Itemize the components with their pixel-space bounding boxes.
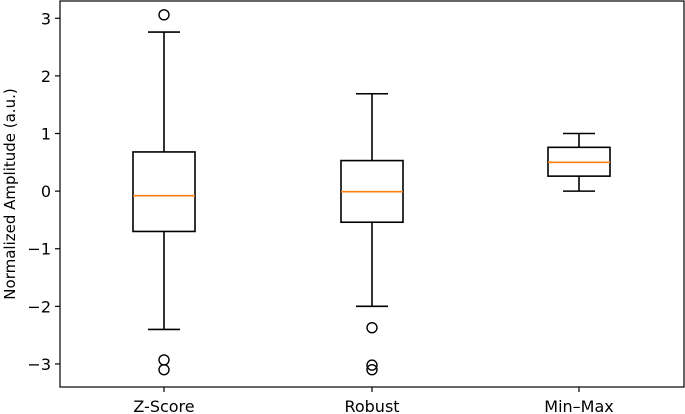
y-tick-label: 2 [41,67,51,86]
outlier-point [158,9,170,21]
iqr-box [132,151,196,233]
box-z-score [132,9,196,376]
y-tick-label: −3 [27,355,51,374]
outlier-point [158,364,170,376]
box-min-max [547,132,611,192]
x-tick-label: Z-Score [133,397,194,414]
boxes-group [132,9,611,376]
x-tick-label: Robust [344,397,399,414]
y-axis: 3 2 1 0 −1 −2 −3 [27,9,60,374]
x-tick-label: Min–Max [544,397,613,414]
box-robust [340,92,404,376]
outlier-point [366,364,378,376]
y-tick-label: 3 [41,9,51,28]
y-tick-label: −2 [27,297,51,316]
outlier-point [366,321,378,334]
y-tick-label: 1 [41,125,51,144]
x-axis: Z-Score Robust Min–Max [133,387,614,414]
y-tick-label: −1 [27,240,51,259]
y-tick-label: 0 [41,182,51,201]
y-axis-label: Normalized Amplitude (a.u.) [1,88,19,299]
outlier-point [366,359,378,371]
